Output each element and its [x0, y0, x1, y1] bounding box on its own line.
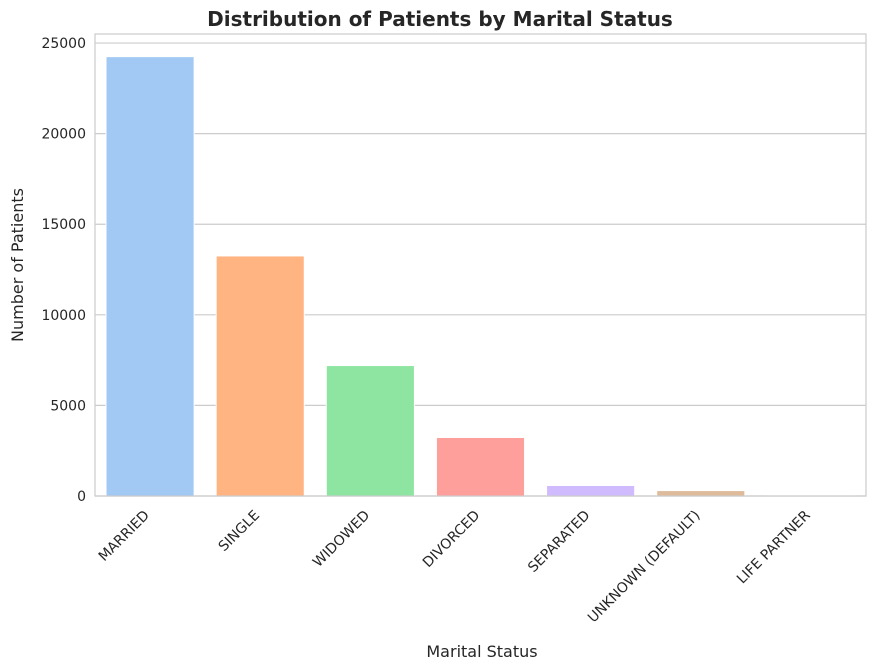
- y-tick-labels: 0 5000 10000 15000 20000 25000: [41, 36, 86, 505]
- y-tick-label: 20000: [41, 127, 86, 143]
- plot-frame: [94, 33, 867, 497]
- bar-single: [215, 255, 305, 497]
- y-tick-label: 25000: [41, 36, 86, 52]
- y-tick-label: 10000: [41, 308, 86, 324]
- y-tick-label: 0: [77, 489, 86, 505]
- y-axis-label: Number of Patients: [8, 188, 27, 342]
- bar-unknown-default: [656, 490, 746, 497]
- bars: [105, 56, 856, 497]
- bar-widowed: [325, 365, 415, 497]
- bar-married: [105, 56, 195, 497]
- x-axis-label: Marital Status: [426, 642, 537, 661]
- bar-separated: [546, 484, 636, 497]
- y-tick-label: 5000: [50, 398, 86, 414]
- bar-divorced: [435, 436, 526, 497]
- y-tick-label: 15000: [41, 217, 86, 233]
- chart-title: Distribution of Patients by Marital Stat…: [207, 7, 673, 31]
